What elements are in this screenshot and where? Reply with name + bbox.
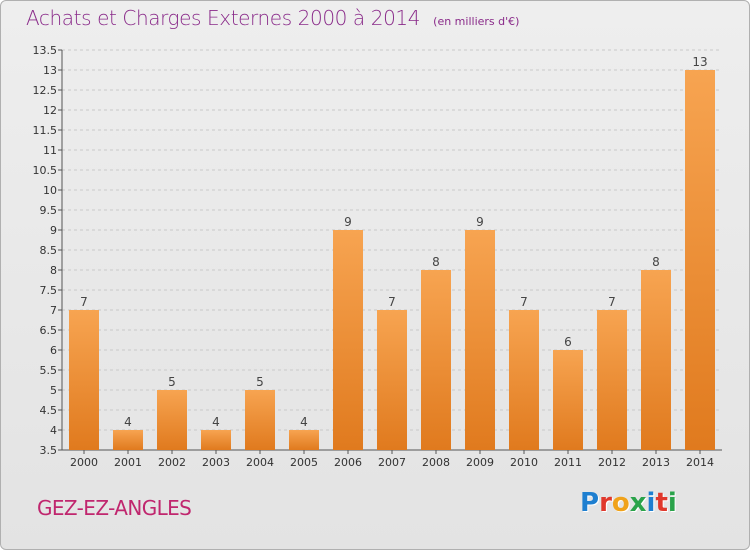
bar-2011 xyxy=(553,350,583,450)
y-tick-label: 11 xyxy=(43,144,57,157)
bar-2012 xyxy=(597,310,627,450)
y-tick-label: 7 xyxy=(50,304,57,317)
data-label: 9 xyxy=(344,215,352,229)
bar-2002 xyxy=(157,390,187,450)
bar-2004 xyxy=(245,390,275,450)
x-tick-label: 2002 xyxy=(158,456,186,469)
logo-letter: P xyxy=(580,488,600,518)
logo-letter: i xyxy=(667,488,677,518)
y-tick-label: 12 xyxy=(43,104,57,117)
bars xyxy=(69,70,715,450)
data-label: 7 xyxy=(608,295,616,309)
x-tick-label: 2009 xyxy=(466,456,494,469)
y-tick-label: 6.5 xyxy=(40,324,58,337)
y-tick-label: 10.5 xyxy=(33,164,58,177)
data-label: 5 xyxy=(168,375,176,389)
data-label: 9 xyxy=(476,215,484,229)
y-tick-label: 10 xyxy=(43,184,57,197)
y-tick-label: 6 xyxy=(50,344,57,357)
bar-2013 xyxy=(641,270,671,450)
chart-title: Achats et Charges Externes 2000 à 2014 xyxy=(26,6,421,30)
y-tick-label: 9.5 xyxy=(40,204,58,217)
y-tick-label: 9 xyxy=(50,224,57,237)
bar-2008 xyxy=(421,270,451,450)
bar-2010 xyxy=(509,310,539,450)
bar-2005 xyxy=(289,430,319,450)
bar-2003 xyxy=(201,430,231,450)
x-tick-label: 2008 xyxy=(422,456,450,469)
x-tick-label: 2006 xyxy=(334,456,362,469)
x-tick-label: 2001 xyxy=(114,456,142,469)
data-label: 4 xyxy=(300,415,308,429)
y-tick-label: 4 xyxy=(50,424,57,437)
data-label: 13 xyxy=(692,55,707,69)
place-name: GEZ-EZ-ANGLES xyxy=(37,496,192,520)
bar-2000 xyxy=(69,310,99,450)
x-tick-label: 2007 xyxy=(378,456,406,469)
y-tick-labels: 3.5 4 4.5 5 5.5 6 6.5 7 7.5 8 8.5 9 9.5 10 10.5 11 11.5 1… xyxy=(33,44,58,457)
x-tick-label: 2011 xyxy=(554,456,582,469)
x-tick-labels: 2000 2001 2002 2003 2004 2005 2006 2007 2008 2009… xyxy=(70,456,714,469)
data-label: 7 xyxy=(80,295,88,309)
logo-letter: x xyxy=(629,488,647,518)
bar-2001 xyxy=(113,430,143,450)
y-tick-label: 5 xyxy=(50,384,57,397)
x-tick-label: 2010 xyxy=(510,456,538,469)
x-tick-label: 2013 xyxy=(642,456,670,469)
logo-letter: o xyxy=(611,488,630,518)
y-tick-label: 3.5 xyxy=(40,444,58,457)
chart-subtitle: (en milliers d'€) xyxy=(433,15,520,28)
bar-2014 xyxy=(685,70,715,450)
title-row: Achats et Charges Externes 2000 à 2014 (… xyxy=(26,6,519,30)
x-tick-label: 2003 xyxy=(202,456,230,469)
y-tick-label: 4.5 xyxy=(40,404,58,417)
bar-2007 xyxy=(377,310,407,450)
data-label: 5 xyxy=(256,375,264,389)
x-tick-label: 2005 xyxy=(290,456,318,469)
bar-2006 xyxy=(333,230,363,450)
y-tick-label: 13 xyxy=(43,64,57,77)
data-label: 7 xyxy=(388,295,396,309)
logo-letter: r xyxy=(599,488,612,518)
logo-letter: i xyxy=(646,488,656,518)
y-tick-label: 8.5 xyxy=(40,244,58,257)
data-label: 8 xyxy=(432,255,440,269)
y-tick-label: 12.5 xyxy=(33,84,58,97)
data-label: 4 xyxy=(212,415,220,429)
data-label: 4 xyxy=(124,415,132,429)
data-label: 7 xyxy=(520,295,528,309)
y-tick-label: 8 xyxy=(50,264,57,277)
proxiti-logo[interactable]: Proxiti xyxy=(580,488,677,518)
y-tick-label: 13.5 xyxy=(33,44,58,57)
y-tick-label: 7.5 xyxy=(40,284,58,297)
x-tick-label: 2004 xyxy=(246,456,274,469)
data-label: 8 xyxy=(652,255,660,269)
y-tick-label: 5.5 xyxy=(40,364,58,377)
x-tick-label: 2000 xyxy=(70,456,98,469)
x-tick-label: 2014 xyxy=(686,456,714,469)
x-tick-label: 2012 xyxy=(598,456,626,469)
logo-letter: t xyxy=(655,488,668,518)
data-labels: 7 4 5 4 5 4 9 7 8 9 7 6 7 8 13 xyxy=(80,55,707,429)
data-label: 6 xyxy=(564,335,572,349)
bar-2009 xyxy=(465,230,495,450)
y-tick-label: 11.5 xyxy=(33,124,58,137)
